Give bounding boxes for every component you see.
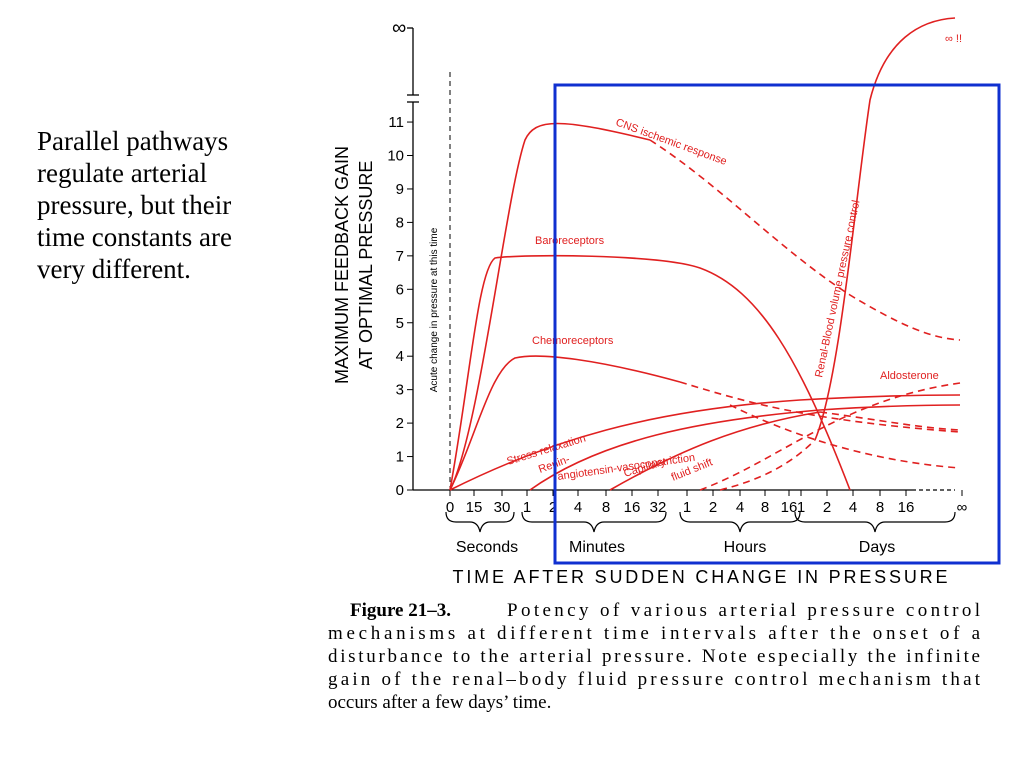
chemo-curve: [449, 355, 681, 491]
slide-line: time constants are: [37, 222, 232, 252]
x-group: Days: [859, 539, 895, 556]
x-tick-label: 16: [781, 499, 798, 516]
renin-curve: [529, 404, 961, 491]
x-groups: Seconds Minutes Hours Days: [456, 539, 895, 556]
caption-line: Potency of various arterial pressure con…: [507, 600, 980, 621]
x-tick-label: 0: [446, 499, 454, 516]
curve-label: Aldosterone: [880, 370, 939, 382]
axes: [407, 27, 955, 491]
x-tick-label: 4: [736, 499, 744, 516]
y-tick-label: 8: [396, 214, 404, 231]
x-tick-label: 4: [849, 499, 857, 516]
cns-curve: [449, 122, 651, 491]
y-tick-label: 5: [396, 315, 404, 332]
x-tick-label: 4: [574, 499, 582, 516]
y-label: MAXIMUM FEEDBACK GAIN: [332, 146, 352, 384]
y-tick-label: 3: [396, 382, 404, 399]
x-group: Minutes: [569, 539, 625, 556]
baro-curve: [449, 254, 851, 491]
y-tick-label: 10: [387, 148, 404, 165]
y-tick-label: 9: [396, 181, 404, 198]
x-title: TIME AFTER SUDDEN CHANGE IN PRESSURE: [453, 567, 948, 587]
y-ticks: 0 1 2 3 4 5 6 7 8 9 10 11: [387, 114, 413, 499]
y-tick-label: 7: [396, 248, 404, 265]
capillary-curve: [819, 411, 961, 431]
curve-label: ∞ !!: [945, 33, 962, 45]
brace: [521, 511, 667, 533]
x-tick-label: ∞: [957, 499, 968, 516]
x-tick-label: 2: [709, 499, 717, 516]
renal-curve: [719, 439, 816, 491]
y-tick-label: 4: [396, 348, 404, 365]
brace: [794, 511, 956, 533]
curve-label: Baroreceptors: [535, 235, 605, 247]
y-tick-label: 6: [396, 281, 404, 298]
y-tick-label: 2: [396, 415, 404, 432]
curve-label: Renal-Blood volume pressure control: [813, 199, 862, 379]
brace: [679, 511, 801, 533]
capillary-curve: [609, 411, 821, 491]
highlight-box: [553, 83, 1001, 565]
curve-label: Chemoreceptors: [532, 335, 614, 347]
y-infinity: ∞: [392, 17, 406, 39]
x-tick-label: 30: [494, 499, 511, 516]
curves: [449, 17, 961, 491]
x-tick-label: 1: [797, 499, 805, 516]
braces: [445, 511, 956, 533]
x-tick-label: 16: [898, 499, 915, 516]
x-tick-label: 15: [466, 499, 483, 516]
x-tick-label: 1: [523, 499, 531, 516]
slide-line: regulate arterial: [37, 158, 207, 188]
y-label: AT OPTIMAL PRESSURE: [356, 161, 376, 370]
curve-labels: CNS ischemic response Baroreceptors Chem…: [505, 33, 962, 484]
caption-line: mechanisms at different time intervals a…: [328, 623, 981, 644]
x-tick-label: 8: [876, 499, 884, 516]
x-tick-label: 16: [624, 499, 641, 516]
slide-line: pressure, but their: [37, 190, 231, 220]
acute-note: Acute change in pressure at this time: [429, 227, 440, 392]
x-tick-label: 2: [823, 499, 831, 516]
chemo-curve: [679, 381, 961, 433]
x-tick-label: 2: [549, 499, 557, 516]
brace: [445, 511, 515, 533]
caption-line: disturbance to the arterial pressure. No…: [328, 646, 980, 667]
curve-label: CNS ischemic response: [614, 117, 728, 168]
y-tick-label: 0: [396, 482, 404, 499]
x-tick-label: 8: [602, 499, 610, 516]
y-tick-label: 1: [396, 449, 404, 466]
x-group: Seconds: [456, 539, 518, 556]
y-tick-label: 11: [388, 114, 404, 131]
x-group: Hours: [724, 539, 767, 556]
caption-label: Figure 21–3.: [350, 600, 451, 621]
slide-line: Parallel pathways: [37, 126, 228, 156]
caption: Figure 21–3. Potency of various arterial …: [328, 600, 981, 713]
x-tick-label: 8: [761, 499, 769, 516]
x-ticks: 0 15 30 1 2 4 8 16 32 1 2 4 8 16 1 2 4 8 16 ∞: [446, 490, 968, 516]
caption-line: occurs after a few days’ time.: [328, 692, 551, 713]
renal-curve: [814, 17, 956, 441]
stress-curve: [449, 394, 961, 491]
chemo-curve: [729, 404, 961, 469]
caption-line: gain of the renal–body fluid pressure co…: [328, 669, 981, 690]
x-tick-label: 1: [683, 499, 691, 516]
slide-line: very different.: [37, 254, 191, 284]
x-tick-label: 32: [650, 499, 667, 516]
cns-curve: [649, 139, 961, 341]
